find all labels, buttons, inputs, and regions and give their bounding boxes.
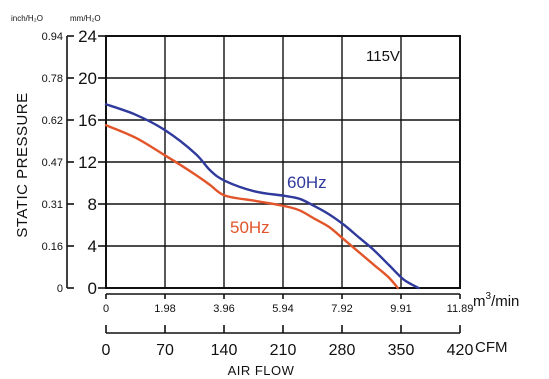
series-curves: 60Hz 50Hz — [104, 103, 420, 290]
main-y-tick-label: 16 — [78, 111, 97, 130]
secondary-y-unit: inch/H₂O — [11, 14, 43, 23]
main-y-tick-label: 20 — [78, 69, 97, 88]
cfm-tick-label: 420 — [447, 342, 474, 359]
cfm-tick-label: 210 — [270, 342, 297, 359]
x-axis-label: AIR FLOW — [228, 363, 295, 378]
m3-tick-label: 11.89 — [447, 303, 474, 315]
m3-tick-label: 5.94 — [272, 303, 293, 315]
m3-tick-label: 1.98 — [154, 303, 175, 315]
series-line-50hz — [104, 124, 399, 290]
secondary-y-tick-label: 0.78 — [42, 73, 63, 85]
axes: 0 0.16 0.31 0.47 0.62 0.78 0.94 0 4 8 12 16 20 24 0 1.9… — [42, 27, 474, 359]
main-y-unit: mm/H₂O — [70, 14, 101, 23]
x-unit-m3: m3/min — [473, 291, 519, 310]
main-y-tick-label: 8 — [88, 195, 97, 214]
secondary-y-tick-label: 0 — [57, 283, 63, 295]
x-unit-cfm: CFM — [475, 339, 508, 356]
y-axis-label: STATIC PRESSURE — [14, 92, 31, 237]
main-y-tick-label: 4 — [88, 237, 97, 256]
secondary-y-tick-label: 0.31 — [42, 199, 63, 211]
secondary-y-tick-label: 0.94 — [42, 31, 63, 43]
m3-tick-label: 9.91 — [390, 303, 411, 315]
cfm-tick-label: 140 — [211, 342, 238, 359]
series-label-60hz: 60Hz — [287, 173, 327, 192]
cfm-tick-label: 280 — [329, 342, 356, 359]
secondary-y-tick-label: 0.62 — [42, 115, 63, 127]
cfm-tick-label: 0 — [102, 342, 111, 359]
main-y-tick-label: 0 — [88, 279, 97, 298]
series-line-60hz — [104, 103, 420, 290]
series-label-50hz: 50Hz — [230, 218, 270, 237]
grid — [105, 35, 461, 289]
voltage-label: 115V — [366, 48, 400, 65]
cfm-tick-label: 350 — [388, 342, 415, 359]
main-y-tick-label: 24 — [78, 27, 97, 46]
secondary-y-tick-label: 0.47 — [42, 157, 63, 169]
m3-tick-label: 7.92 — [331, 303, 352, 315]
m3-tick-label: 3.96 — [213, 303, 234, 315]
m3-tick-label: 0 — [103, 303, 109, 315]
secondary-y-tick-label: 0.16 — [42, 241, 63, 253]
main-y-tick-label: 12 — [78, 153, 97, 172]
cfm-tick-label: 70 — [156, 342, 174, 359]
